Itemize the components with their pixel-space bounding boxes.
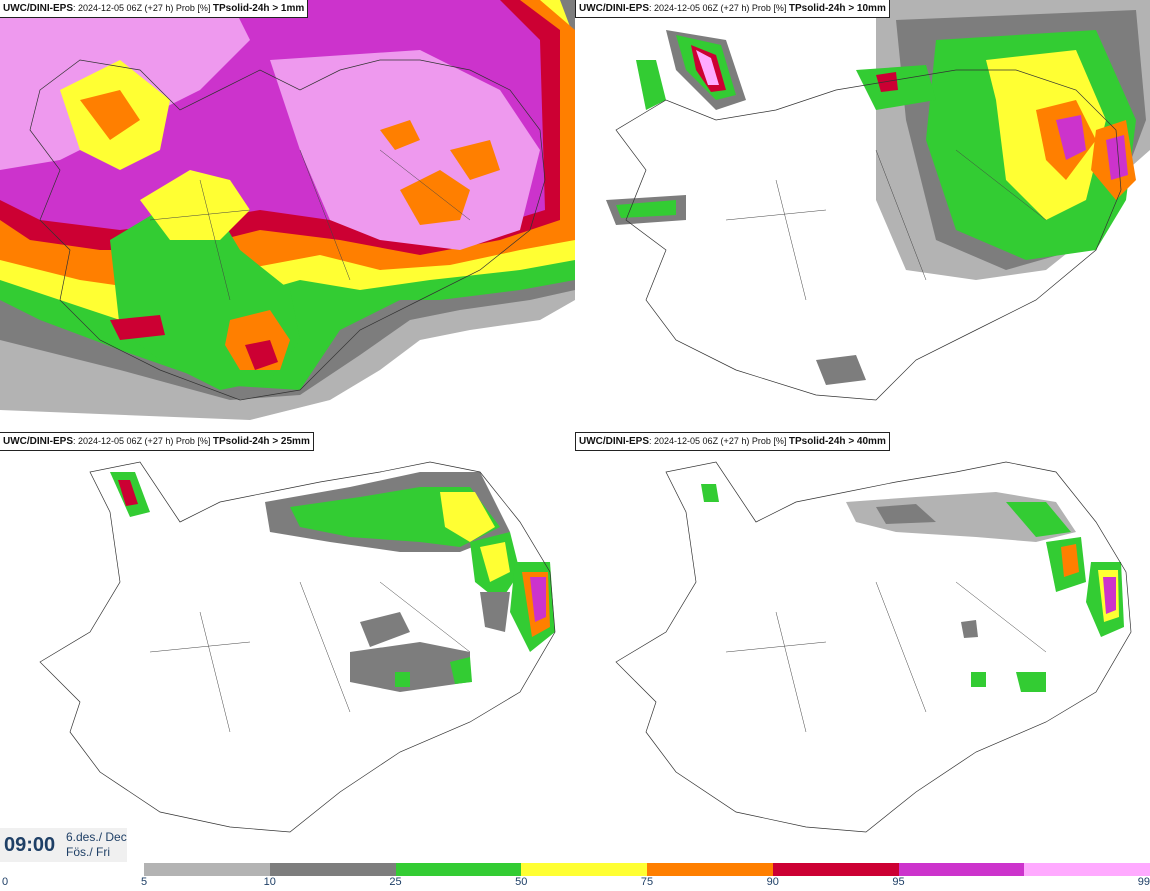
probability-map-40mm (576, 432, 1150, 862)
panel-title-10mm: UWC/DINI-EPS: 2024-12-05 06Z (+27 h) Pro… (575, 0, 890, 18)
colorbar-tick-label: 50 (515, 876, 528, 888)
colorbar-tick-label: 75 (640, 876, 654, 888)
model-name: UWC/DINI-EPS (579, 436, 649, 447)
map-panel-25mm (0, 432, 575, 862)
colorbar-segment (772, 863, 899, 876)
colorbar-segment (144, 863, 270, 876)
map-panel-1mm (0, 0, 575, 430)
panel-title-1mm: UWC/DINI-EPS: 2024-12-05 06Z (+27 h) Pro… (0, 0, 309, 18)
colorbar-segment (1024, 863, 1150, 876)
colorbar-segment (647, 863, 773, 876)
colorbar-segment (521, 863, 647, 876)
model-name: UWC/DINI-EPS (3, 3, 73, 14)
threshold-label: TPsolid-24h > 25mm (212, 436, 310, 447)
colorbar-tick-label: 95 (892, 876, 905, 888)
colorbar-segment (898, 863, 1025, 876)
probability-colorbar (144, 863, 1150, 876)
colorbar-tick-label: 25 (389, 876, 402, 888)
valid-time-clock: 09:00 (4, 834, 56, 856)
run-info: 2024-12-05 06Z (+27 h) Prob [%] (654, 436, 787, 446)
colorbar-tick-label: 10 (263, 876, 276, 888)
threshold-label: TPsolid-24h > 1mm (212, 3, 305, 14)
panel-title-25mm: UWC/DINI-EPS: 2024-12-05 06Z (+27 h) Pro… (0, 432, 314, 451)
model-name: UWC/DINI-EPS (3, 436, 73, 447)
valid-time-box: 09:00 6.des./ Dec Fös./ Fri (0, 828, 127, 862)
map-panel-10mm (576, 0, 1150, 430)
run-info: 2024-12-05 06Z (+27 h) Prob [%] (78, 3, 211, 13)
valid-date-line2: Fös./ Fri (66, 845, 110, 859)
colorbar-tick-label: 99 (1137, 876, 1150, 888)
run-info: 2024-12-05 06Z (+27 h) Prob [%] (78, 436, 211, 446)
threshold-label: TPsolid-24h > 10mm (788, 3, 886, 14)
probability-map-1mm (0, 0, 575, 430)
valid-date-line1: 6.des./ Dec (66, 830, 127, 844)
model-name: UWC/DINI-EPS (579, 3, 649, 14)
colorbar-tick-label: 90 (766, 876, 779, 888)
colorbar-tick-label: 0 (2, 876, 9, 888)
colorbar-ticks: 0 5 10 25 50 75 90 95 99 (0, 876, 1150, 890)
colorbar-segment (269, 863, 396, 876)
threshold-label: TPsolid-24h > 40mm (788, 436, 886, 447)
probability-map-10mm (576, 0, 1150, 430)
probability-map-25mm (0, 432, 575, 862)
colorbar-tick-label: 5 (140, 876, 148, 888)
colorbar-segment (395, 863, 522, 876)
run-info: 2024-12-05 06Z (+27 h) Prob [%] (654, 3, 787, 13)
panel-title-40mm: UWC/DINI-EPS: 2024-12-05 06Z (+27 h) Pro… (575, 432, 890, 451)
map-panel-40mm (576, 432, 1150, 862)
